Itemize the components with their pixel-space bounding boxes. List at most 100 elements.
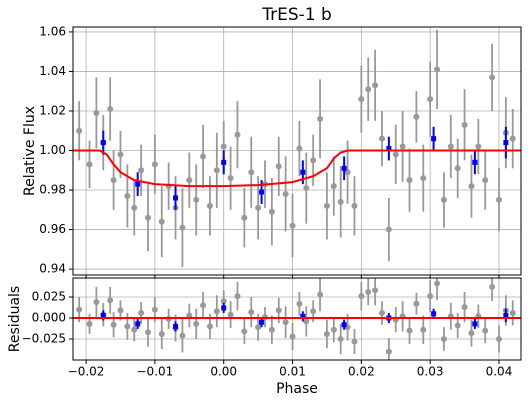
data-point <box>241 328 248 335</box>
data-point <box>365 86 372 93</box>
data-point <box>303 185 310 192</box>
data-point <box>413 113 420 120</box>
data-point <box>117 307 124 314</box>
data-point <box>138 309 145 316</box>
y-tick-label: 0.025 <box>32 289 66 303</box>
x-tick-label: 0.02 <box>348 365 375 379</box>
x-tick-label: −0.02 <box>68 365 105 379</box>
data-point <box>385 226 392 233</box>
data-point <box>509 135 516 142</box>
data-point <box>206 202 213 209</box>
data-point <box>413 300 420 307</box>
data-point <box>248 309 255 316</box>
data-point <box>124 323 131 330</box>
data-point <box>131 326 138 333</box>
data-point <box>358 96 365 103</box>
data-point <box>76 306 83 313</box>
data-point <box>427 293 434 300</box>
data-point <box>220 298 227 305</box>
binned-point <box>221 305 227 311</box>
data-point <box>509 309 516 316</box>
data-point <box>317 291 324 298</box>
plot-frame <box>72 277 522 361</box>
y-tick-label: 0.96 <box>39 222 66 236</box>
binned-point <box>173 323 179 329</box>
binned-point <box>300 313 306 319</box>
data-point <box>220 143 227 150</box>
data-point <box>179 332 186 339</box>
data-point <box>427 96 434 103</box>
data-point <box>275 163 282 170</box>
data-point <box>461 121 468 128</box>
data-point <box>158 330 165 337</box>
data-point <box>323 202 330 209</box>
data-point <box>482 327 489 334</box>
data-point <box>495 335 502 342</box>
data-point <box>468 183 475 190</box>
binned-point <box>472 159 478 165</box>
y-tick-label: 0.000 <box>32 310 66 324</box>
data-point <box>131 204 138 211</box>
x-tick-label: 0.04 <box>486 365 513 379</box>
data-point <box>440 335 447 342</box>
data-point <box>93 109 100 116</box>
data-point <box>468 330 475 337</box>
data-point <box>317 115 324 122</box>
data-point <box>310 308 317 315</box>
data-point <box>475 143 482 150</box>
data-point <box>434 66 441 73</box>
data-point <box>406 327 413 334</box>
data-point <box>434 280 441 287</box>
binned-point <box>431 311 437 317</box>
data-point <box>358 293 365 300</box>
chart-title: TrES-1 b <box>261 5 332 25</box>
data-point <box>234 131 241 138</box>
data-point <box>227 311 234 318</box>
data-point <box>107 106 114 113</box>
binned-point <box>341 165 347 171</box>
binned-point <box>259 319 265 325</box>
data-point <box>186 312 193 319</box>
panel <box>73 27 521 275</box>
x-axis-label: Phase <box>276 381 318 397</box>
data-point <box>151 306 158 313</box>
data-point <box>255 204 262 211</box>
data-point <box>186 177 193 184</box>
binned-point <box>135 181 141 187</box>
data-point <box>289 333 296 340</box>
data-point <box>206 323 213 330</box>
data-point <box>158 218 165 225</box>
data-point <box>107 297 114 304</box>
data-point <box>268 326 275 333</box>
data-point <box>303 318 310 325</box>
data-point <box>117 151 124 158</box>
data-point <box>378 135 385 142</box>
data-point <box>495 196 502 203</box>
data-point <box>482 177 489 184</box>
data-point <box>289 222 296 229</box>
data-point <box>378 309 385 316</box>
data-point <box>227 175 234 182</box>
data-point <box>241 214 248 221</box>
y-tick-label: 0.94 <box>39 262 66 276</box>
y-tick-label: −0.025 <box>22 331 66 345</box>
binned-point <box>135 321 141 327</box>
binned-point <box>173 195 179 201</box>
data-point <box>372 82 379 89</box>
y-tick-label: 1.02 <box>39 103 66 117</box>
data-point <box>351 338 358 345</box>
plot-frame <box>72 26 522 276</box>
data-point <box>296 145 303 152</box>
y-tick-label: 0.98 <box>39 183 66 197</box>
binned-point <box>386 146 392 152</box>
data-point <box>145 214 152 221</box>
data-point <box>138 167 145 174</box>
binned-point <box>100 312 106 318</box>
y-tick-label: 1.04 <box>39 64 66 78</box>
y-axis-label: Relative Flux <box>22 106 38 196</box>
data-point <box>268 208 275 215</box>
data-point <box>372 287 379 294</box>
model-line <box>73 149 521 188</box>
data-point <box>323 330 330 337</box>
